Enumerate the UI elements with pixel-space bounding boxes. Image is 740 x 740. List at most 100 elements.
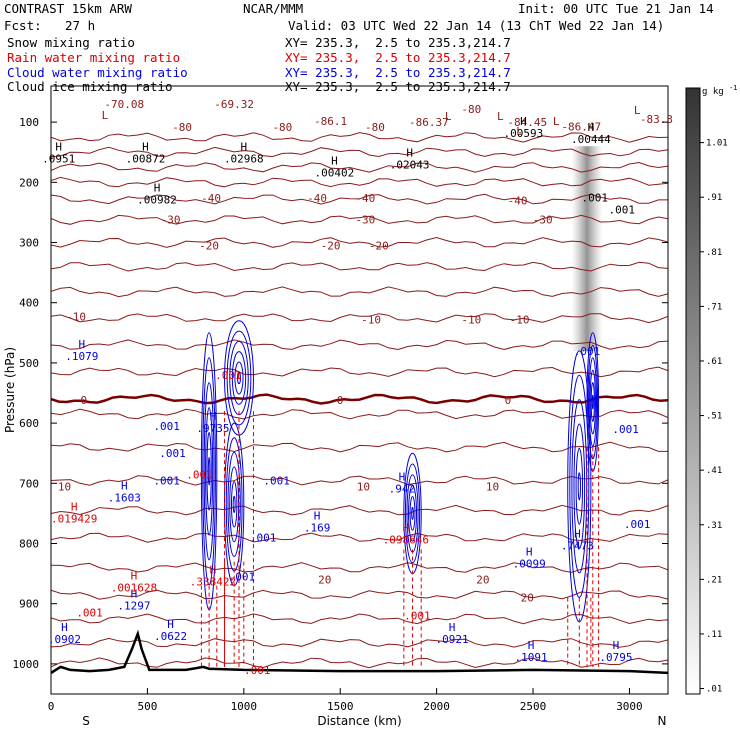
temperature-label: -86.37 <box>409 116 449 129</box>
cloud-water-contour <box>575 447 584 525</box>
min-marker: L <box>497 110 504 123</box>
max-value-label: .0099 <box>513 558 546 571</box>
temperature-label: -80 <box>365 121 385 134</box>
valid-time: Valid: 03 UTC Wed 22 Jan 14 (13 ChT Wed … <box>288 18 665 33</box>
x-tick-label: 1000 <box>231 700 258 713</box>
temperature-contour <box>51 637 668 648</box>
max-value-label: .00982 <box>137 193 177 206</box>
max-marker: H <box>55 140 62 153</box>
x-tick-label: 3000 <box>616 700 643 713</box>
max-value-label: .1297 <box>117 600 150 613</box>
cloud-water-contour <box>227 451 241 557</box>
temperature-label: -86.47 <box>561 120 601 133</box>
cloud-water-contour <box>224 422 245 587</box>
cloud-water-contour <box>404 463 421 564</box>
temperature-label: -40 <box>355 192 375 205</box>
contour-value-label: .001 <box>404 610 431 623</box>
colorbar-tick-label: .91 <box>706 193 722 203</box>
colorbar-tick-label: .61 <box>706 357 722 367</box>
forecast-label: Fcst: <box>4 18 42 33</box>
y-axis-label: Pressure (hPa) <box>3 347 17 433</box>
temperature-label: -10 <box>510 314 530 327</box>
temperature-contour <box>51 589 668 600</box>
temperature-label: -10 <box>66 311 86 324</box>
contour-value-label: .001 <box>186 468 213 481</box>
temperature-label: -40 <box>307 192 327 205</box>
max-marker: H <box>121 479 128 492</box>
temperature-label: 0 <box>505 394 512 407</box>
temperature-label: -80 <box>461 103 481 116</box>
min-marker: L <box>445 110 452 123</box>
max-value-label: .0902 <box>48 633 81 646</box>
max-value-label: .00402 <box>315 166 355 179</box>
x-tick-label: 1500 <box>327 700 354 713</box>
cloud-water-contour <box>202 357 216 586</box>
temperature-label: 10 <box>58 480 71 493</box>
temperature-contour <box>51 313 668 324</box>
max-value-label: .338422 <box>190 576 236 589</box>
max-value-label: .00872 <box>126 152 166 165</box>
temperature-contour <box>51 504 668 516</box>
temperature-label: 10 <box>357 480 370 493</box>
cloud-water-contour <box>237 371 241 385</box>
colorbar <box>685 87 701 695</box>
temperature-contour <box>51 339 668 351</box>
freezing-level-contour <box>51 393 668 405</box>
cloud-water-contour <box>571 399 588 574</box>
max-marker: H <box>399 470 406 483</box>
max-value-label: .098646 <box>383 533 429 546</box>
max-marker: H <box>528 639 535 652</box>
cloud-water-contour <box>411 506 414 520</box>
x-tick-label: 0 <box>48 700 55 713</box>
temperature-label: -10 <box>361 314 381 327</box>
contour-value-label: .001 <box>244 664 271 677</box>
max-value-label: .1079 <box>65 350 98 363</box>
x-tick-label: 500 <box>137 700 157 713</box>
max-value-label: .0795 <box>599 651 632 664</box>
plot-title: CONTRAST 15km ARW <box>4 1 132 16</box>
temperature-label: -69.32 <box>214 98 254 111</box>
temperature-contour <box>51 193 668 205</box>
contour-value-label: .001 <box>624 518 651 531</box>
field-name-cloud-water: Cloud water mixing ratio <box>7 65 188 80</box>
temperature-label: 20 <box>476 574 489 587</box>
colorbar-tick-label: .31 <box>706 521 722 531</box>
y-tick-label: 200 <box>19 176 39 189</box>
temperature-label: -80 <box>172 121 192 134</box>
max-marker: H <box>131 570 138 583</box>
cloud-water-contour <box>408 485 418 542</box>
temperature-label: -20 <box>321 240 341 253</box>
temperature-contour <box>51 441 668 453</box>
max-marker: H <box>406 146 413 159</box>
min-marker: L <box>553 115 560 128</box>
cloud-ice-shading <box>571 146 603 351</box>
temperature-contour <box>51 161 668 173</box>
temperature-contour <box>51 562 668 573</box>
max-value-label: .0921 <box>435 633 468 646</box>
max-marker: H <box>613 639 620 652</box>
contour-value-label: .001 <box>76 607 103 620</box>
field-name-rain: Rain water mixing ratio <box>7 50 181 65</box>
temperature-label: -86.1 <box>314 115 347 128</box>
cloud-water-contour <box>569 374 590 598</box>
south-end-label: S <box>82 714 90 728</box>
colorbar-tick-label: .01 <box>706 685 722 695</box>
cloud-water-contour <box>573 423 586 550</box>
colorbar-tick-label: .71 <box>706 302 722 312</box>
max-value-label: .02968 <box>224 152 264 165</box>
y-tick-label: 700 <box>19 477 39 490</box>
colorbar-tick-label: .41 <box>706 466 722 476</box>
temperature-contour <box>51 613 668 625</box>
min-marker: L <box>516 125 523 138</box>
cloud-water-contour <box>231 351 247 405</box>
temperature-contour <box>51 366 668 378</box>
cloud-water-contour <box>230 481 238 528</box>
max-marker: H <box>331 154 338 167</box>
north-end-label: N <box>658 714 667 728</box>
y-tick-label: 300 <box>19 237 39 250</box>
y-tick-label: 600 <box>19 417 39 430</box>
temperature-contour <box>51 146 668 158</box>
contour-value-label: .001 <box>250 531 277 544</box>
x-axis-label: Distance (km) <box>317 714 401 728</box>
temperature-label: -84.45 <box>507 116 547 129</box>
